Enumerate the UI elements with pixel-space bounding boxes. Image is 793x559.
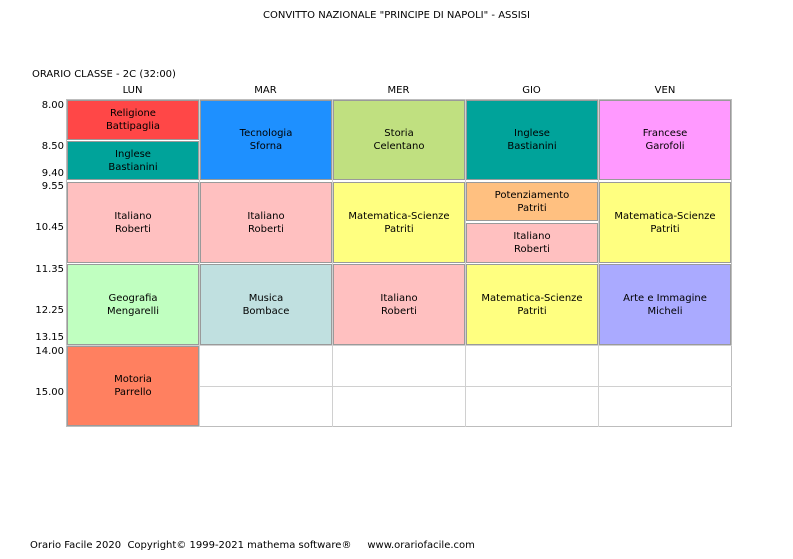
lesson-cell[interactable]: Matematica-Scienze Patriti (466, 264, 598, 345)
lesson-cell[interactable]: Matematica-Scienze Patriti (333, 182, 465, 263)
lesson-subject: Italiano (380, 292, 418, 304)
lesson-teacher: Bastianini (108, 161, 158, 173)
time-label: 9.55 (41, 181, 64, 192)
time-label: 8.00 (41, 100, 64, 111)
lesson-teacher: Mengarelli (107, 305, 159, 317)
lesson-subject: Italiano (114, 210, 152, 222)
lesson-subject: Geografia (108, 292, 158, 304)
lesson-cell[interactable]: Storia Celentano (333, 100, 465, 180)
lesson-cell[interactable]: Italiano Roberti (200, 182, 332, 263)
lesson-subject: Francese (642, 128, 688, 139)
day-header-lun: LUN (122, 85, 143, 96)
lesson-cell[interactable]: Italiano Roberti (333, 264, 465, 345)
lesson-teacher: Garofoli (645, 141, 685, 152)
grid-divider (465, 99, 466, 427)
grid-divider (199, 99, 200, 427)
lesson-teacher: Roberti (115, 223, 151, 235)
grid-divider (199, 386, 732, 387)
lesson-subject: Potenziamento (494, 189, 570, 201)
lesson-subject: Matematica-Scienze (348, 210, 450, 222)
lesson-subject: Inglese (514, 128, 550, 139)
lesson-cell[interactable]: Matematica-Scienze Patriti (599, 182, 731, 263)
lesson-subject: Storia (384, 128, 414, 139)
grid-divider (598, 99, 599, 427)
day-header-gio: GIO (522, 85, 541, 96)
lesson-teacher: Micheli (647, 305, 683, 317)
lesson-cell[interactable]: Inglese Bastianini (466, 100, 598, 180)
grid-divider (332, 99, 333, 427)
time-label: 10.45 (35, 222, 64, 233)
lesson-subject: Arte e Immagine (623, 292, 707, 304)
lesson-cell[interactable]: Tecnologia Sforna (200, 100, 332, 180)
lesson-cell[interactable]: Musica Bombace (200, 264, 332, 345)
lesson-teacher: Bastianini (507, 141, 557, 152)
time-label: 8.50 (41, 141, 64, 152)
lesson-cell[interactable]: Italiano Roberti (67, 182, 199, 263)
time-label: 14.00 (35, 346, 64, 357)
lesson-subject: Italiano (247, 210, 285, 222)
page-title: CONVITTO NAZIONALE "PRINCIPE DI NAPOLI" … (263, 10, 530, 21)
lesson-subject: Religione (110, 108, 156, 119)
lesson-subject: Inglese (115, 148, 151, 160)
lesson-teacher: Roberti (514, 244, 550, 255)
lesson-cell[interactable]: Geografia Mengarelli (67, 264, 199, 345)
day-header-ven: VEN (654, 85, 676, 96)
lesson-teacher: Sforna (249, 141, 283, 152)
lesson-cell[interactable]: Potenziamento Patriti (466, 182, 598, 221)
lesson-cell[interactable]: Arte e Immagine Micheli (599, 264, 731, 345)
lesson-subject: Tecnologia (239, 128, 293, 139)
lesson-teacher: Battipaglia (105, 121, 161, 132)
lesson-teacher: Parrello (114, 387, 152, 398)
lesson-subject: Motoria (114, 374, 152, 385)
lesson-teacher: Bombace (242, 305, 290, 317)
lesson-cell[interactable]: Francese Garofoli (599, 100, 731, 180)
lesson-subject: Matematica-Scienze (481, 292, 583, 304)
lesson-teacher: Patriti (517, 202, 547, 214)
lesson-cell[interactable]: Religione Battipaglia (67, 100, 199, 140)
time-label: 15.00 (35, 387, 64, 398)
grid-divider (66, 345, 732, 346)
lesson-cell[interactable]: Italiano Roberti (466, 223, 598, 263)
lesson-teacher: Patriti (517, 305, 547, 317)
lesson-cell[interactable]: Inglese Bastianini (67, 141, 199, 180)
time-label: 12.25 (35, 305, 64, 316)
day-header-mar: MAR (254, 85, 277, 96)
day-header-mer: MER (387, 85, 410, 96)
lesson-teacher: Patriti (650, 223, 680, 235)
timetable-grid (66, 99, 732, 427)
lesson-subject: Musica (248, 292, 284, 304)
footer-copyright: Orario Facile 2020 Copyright© 1999-2021 … (30, 540, 475, 551)
lesson-subject: Matematica-Scienze (614, 210, 716, 222)
time-label: 13.15 (35, 332, 64, 343)
class-label: ORARIO CLASSE - 2C (32:00) (32, 69, 176, 80)
lesson-cell[interactable]: Motoria Parrello (67, 346, 199, 426)
lesson-teacher: Celentano (373, 141, 425, 152)
time-label: 11.35 (35, 264, 64, 275)
lesson-teacher: Patriti (384, 223, 414, 235)
lesson-teacher: Roberti (381, 305, 417, 317)
time-label: 9.40 (41, 168, 64, 179)
lesson-subject: Italiano (513, 231, 551, 242)
lesson-teacher: Roberti (248, 223, 284, 235)
